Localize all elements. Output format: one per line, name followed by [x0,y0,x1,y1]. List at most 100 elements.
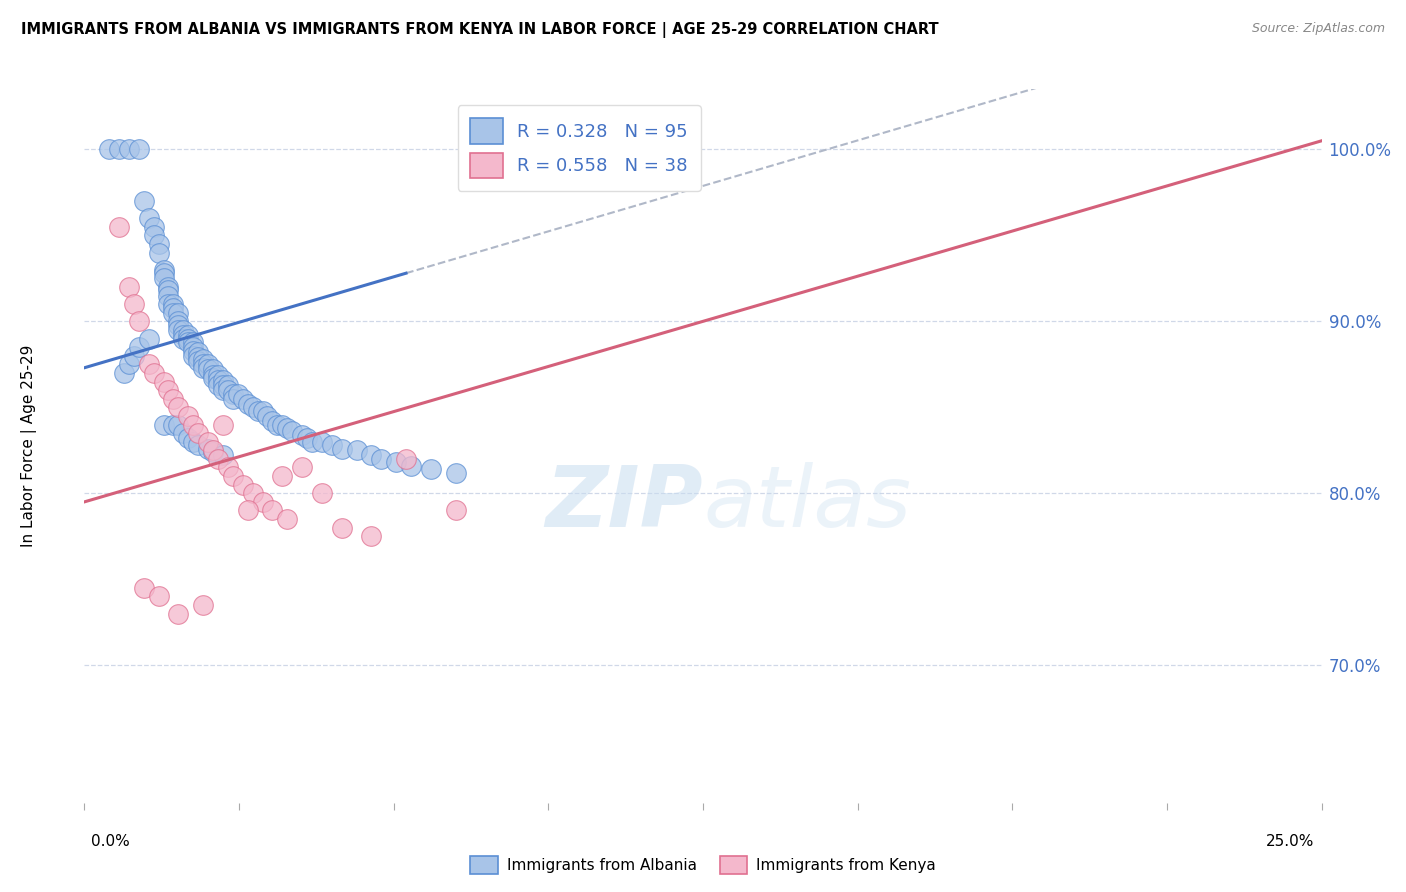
Point [207,373,229,387]
Point [295,431,318,445]
Point [172,328,194,343]
Point [197,362,219,376]
Point [494,142,516,156]
Point [152,417,174,432]
Point [222,469,245,483]
Point [187,345,209,359]
Point [128,142,150,156]
Point [157,297,180,311]
Point [122,297,145,311]
Point [242,486,264,500]
Point [252,495,274,509]
Text: Source: ZipAtlas.com: Source: ZipAtlas.com [1251,22,1385,36]
Point [181,417,204,432]
Point [330,521,353,535]
Point [118,142,141,156]
Point [148,245,170,260]
Text: 25.0%: 25.0% [1267,834,1315,849]
Point [142,228,165,243]
Point [271,417,294,432]
Point [172,323,194,337]
Point [399,458,422,473]
Point [167,607,190,621]
Point [262,503,284,517]
Point [118,280,141,294]
Point [138,357,160,371]
Point [276,512,298,526]
Point [281,425,304,439]
Point [242,401,264,415]
Point [212,378,235,392]
Point [157,280,180,294]
Point [157,288,180,302]
Point [187,354,209,368]
Legend: R = 0.328   N = 95, R = 0.558   N = 38: R = 0.328 N = 95, R = 0.558 N = 38 [458,105,700,191]
Point [142,219,165,234]
Point [138,211,160,226]
Point [128,340,150,354]
Text: ZIP: ZIP [546,461,703,545]
Point [217,460,239,475]
Point [167,318,190,332]
Point [181,349,204,363]
Point [222,386,245,401]
Point [157,383,180,397]
Point [108,219,131,234]
Point [232,477,254,491]
Point [212,383,235,397]
Text: In Labor Force | Age 25-29: In Labor Force | Age 25-29 [21,345,37,547]
Point [132,581,155,595]
Point [202,445,225,459]
Point [122,349,145,363]
Point [311,486,333,500]
Point [167,306,190,320]
Point [212,449,235,463]
Point [162,297,184,311]
Point [197,442,219,456]
Point [519,142,541,156]
Point [98,142,121,156]
Point [311,434,333,449]
Point [212,417,235,432]
Point [177,332,200,346]
Point [108,142,131,156]
Point [167,417,190,432]
Point [207,378,229,392]
Point [172,426,194,441]
Point [222,392,245,406]
Point [177,409,200,423]
Point [172,332,194,346]
Point [346,443,368,458]
Point [181,434,204,449]
Point [202,371,225,385]
Point [167,323,190,337]
Text: 0.0%: 0.0% [91,834,131,849]
Point [112,366,135,380]
Point [207,451,229,466]
Text: atlas: atlas [703,461,911,545]
Point [118,357,141,371]
Point [256,409,278,423]
Point [148,590,170,604]
Point [191,357,214,371]
Point [167,401,190,415]
Point [181,343,204,358]
Point [197,357,219,371]
Point [207,368,229,382]
Point [162,306,184,320]
Point [262,414,284,428]
Point [291,427,314,442]
Point [142,366,165,380]
Point [370,451,392,466]
Legend: Immigrants from Albania, Immigrants from Kenya: Immigrants from Albania, Immigrants from… [464,850,942,880]
Point [162,417,184,432]
Point [197,434,219,449]
Point [152,375,174,389]
Point [167,314,190,328]
Point [202,368,225,382]
Point [232,392,254,406]
Point [246,403,269,417]
Point [266,417,288,432]
Point [191,360,214,375]
Point [177,334,200,349]
